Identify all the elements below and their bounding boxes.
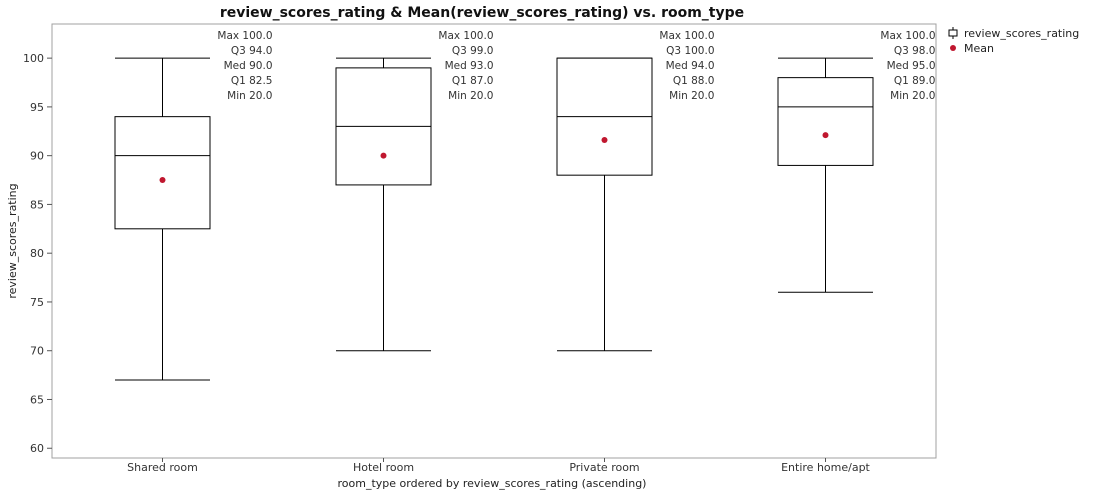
box-private-room: Max 100.0 Q3 100.0 Med 94.0 Q1 88.0 Min 20.0 [556, 30, 715, 352]
y-axis-title: review_scores_rating [6, 183, 19, 298]
summary-stat-label: Min 20.0 [448, 90, 493, 102]
mean-marker [159, 177, 166, 184]
summary-stat-label: Max 100.0 [438, 30, 493, 42]
y-tick-label: 90 [30, 150, 44, 163]
summary-stat-label: Min 20.0 [227, 90, 272, 102]
box-entire-home-apt: Max 100.0 Q3 98.0 Med 95.0 Q1 89.0 Min 20.0 [777, 30, 936, 293]
legend-box-label: review_scores_rating [964, 27, 1079, 40]
y-tick-label: 80 [30, 247, 44, 260]
legend-mean-label: Mean [964, 42, 994, 55]
legend-box-icon [948, 27, 958, 39]
mean-marker [380, 152, 387, 159]
summary-stat-label: Med 90.0 [224, 60, 273, 72]
box-hotel-room: Max 100.0 Q3 99.0 Med 93.0 Q1 87.0 Min 20.0 [335, 30, 494, 352]
x-tick-label: Shared room [127, 461, 198, 474]
summary-stat-label: Q1 87.0 [452, 75, 494, 87]
iqr-box [777, 77, 874, 166]
mean-marker [601, 137, 608, 144]
box-shared-room: Max 100.0 Q3 94.0 Med 90.0 Q1 82.5 Min 20.0 [114, 30, 273, 381]
legend-mean-marker [950, 45, 956, 51]
y-tick-label: 100 [23, 52, 44, 65]
summary-stat-label: Min 20.0 [890, 90, 935, 102]
legend: review_scores_rating Mean [948, 27, 1079, 55]
summary-stat-label: Q1 88.0 [673, 75, 715, 87]
summary-stat-label: Min 20.0 [669, 90, 714, 102]
x-axis-title: room_type ordered by review_scores_ratin… [338, 477, 647, 490]
summary-stat-label: Q3 98.0 [894, 45, 936, 57]
summary-stat-label: Max 100.0 [217, 30, 272, 42]
mean-marker [822, 132, 829, 139]
x-tick-label: Hotel room [353, 461, 414, 474]
iqr-box [114, 116, 211, 230]
summary-stat-label: Med 94.0 [666, 60, 715, 72]
y-tick-label: 60 [30, 442, 44, 455]
y-axis: 60 65 70 75 80 85 90 95 100 [23, 52, 52, 455]
summary-stat-label: Max 100.0 [659, 30, 714, 42]
summary-stat-label: Q3 99.0 [452, 45, 494, 57]
summary-stat-label: Med 95.0 [887, 60, 936, 72]
x-axis: Shared room Hotel room Private room Entire … [127, 458, 871, 474]
summary-stat-label: Med 93.0 [445, 60, 494, 72]
x-tick-label: Entire home/apt [781, 461, 870, 474]
summary-stat-label: Q1 82.5 [231, 75, 273, 87]
summary-stat-label: Q1 89.0 [894, 75, 936, 87]
y-tick-label: 65 [30, 393, 44, 406]
summary-stat-label: Q3 100.0 [666, 45, 714, 57]
summary-stat-label: Q3 94.0 [231, 45, 273, 57]
x-tick-label: Private room [569, 461, 639, 474]
y-tick-label: 85 [30, 198, 44, 211]
plot-area [51, 23, 937, 459]
y-tick-label: 75 [30, 296, 44, 309]
chart-title: review_scores_rating & Mean(review_score… [220, 5, 744, 21]
y-tick-label: 70 [30, 345, 44, 358]
y-tick-label: 95 [30, 101, 44, 114]
summary-stat-label: Max 100.0 [880, 30, 935, 42]
